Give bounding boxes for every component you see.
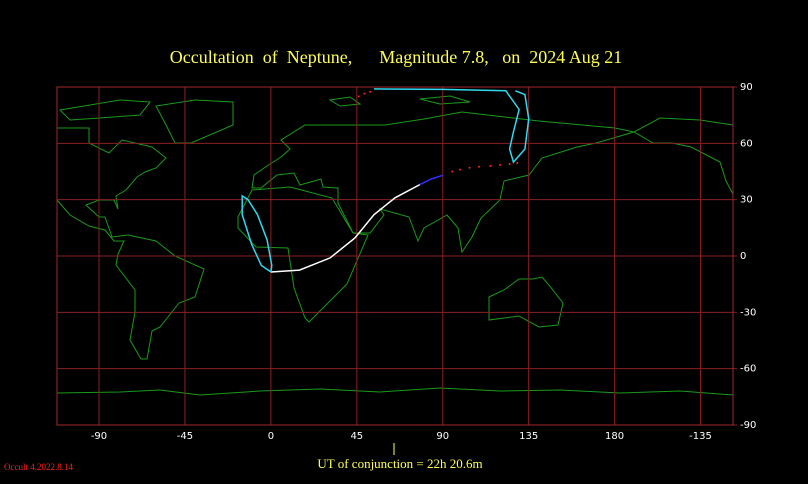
path-dot [451, 170, 454, 173]
path-dot [489, 164, 492, 167]
path-dot [516, 162, 519, 165]
occultation-path [373, 88, 530, 164]
path-dot [357, 95, 360, 98]
occultation-path [241, 194, 273, 273]
y-tick-label: 60 [740, 138, 753, 149]
x-tick-label: -45 [177, 431, 193, 442]
greenland [155, 99, 234, 144]
y-tick-label: -30 [740, 307, 756, 318]
x-tick-label: -90 [91, 431, 107, 442]
path-dot [499, 163, 502, 166]
path-dot [468, 166, 471, 169]
x-tick-label: 135 [519, 431, 538, 442]
y-tick-label: -90 [740, 420, 756, 431]
africa [237, 186, 369, 323]
x-tick-label: 90 [436, 431, 449, 442]
version: Occult 4.2022.8.14 [4, 462, 73, 472]
path-dot [363, 92, 366, 95]
path-dot [458, 168, 461, 171]
x-tick-label: 180 [605, 431, 624, 442]
arctic-islands [58, 95, 471, 121]
path-dot [508, 162, 511, 165]
x-tick-label: 0 [268, 431, 274, 442]
map-frame [56, 86, 734, 426]
y-tick-label: 30 [740, 195, 753, 206]
americas [56, 127, 205, 360]
y-tick-label: -60 [740, 364, 756, 375]
occultation-path [270, 183, 421, 273]
y-tick-label: 90 [740, 82, 753, 93]
australia [488, 276, 564, 328]
path-dot [478, 165, 481, 168]
chart-title: Occultation of Neptune, Magnitude 7.8, o… [170, 47, 622, 67]
occultation-path [419, 174, 443, 186]
eurasia [251, 111, 635, 254]
antarctica [56, 387, 734, 396]
y-tick-label: 0 [740, 251, 746, 262]
x-tick-label: -135 [689, 431, 712, 442]
x-tick-label: 45 [350, 431, 363, 442]
conjunction-time: UT of conjunction = 22h 20.6m [317, 456, 482, 471]
path-dot [369, 90, 372, 93]
